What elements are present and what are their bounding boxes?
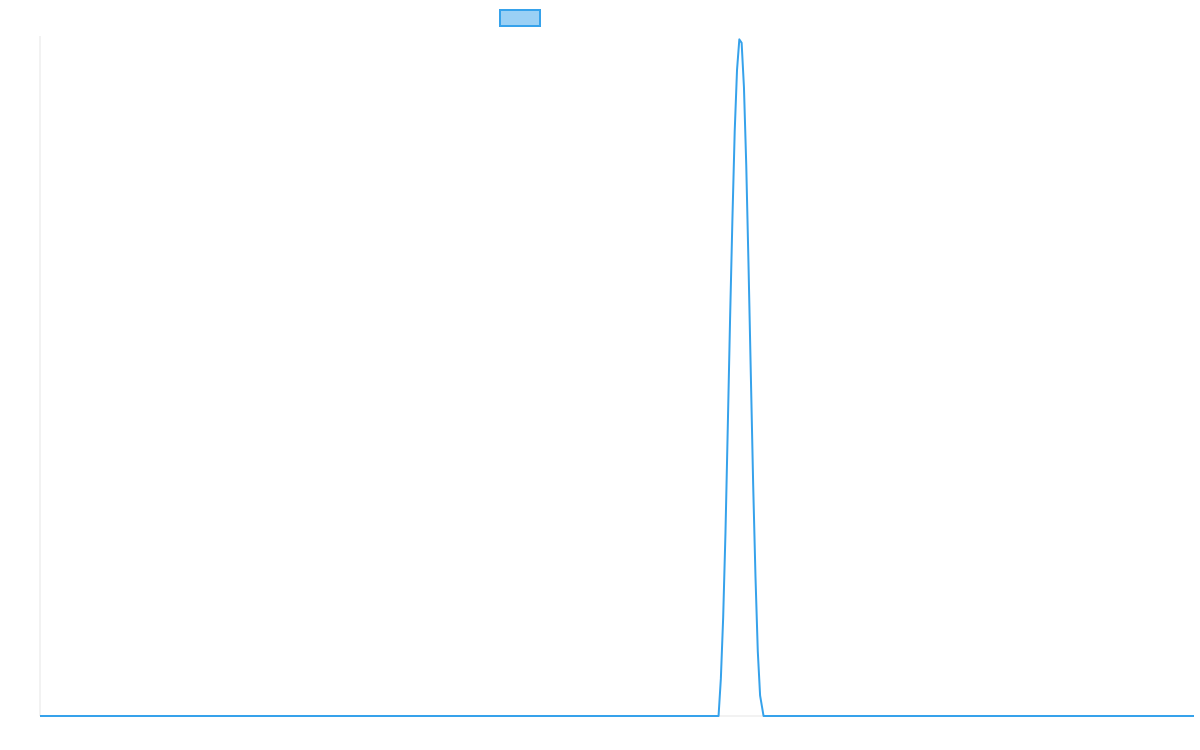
- series-group: [40, 38, 1194, 717]
- legend[interactable]: [499, 9, 541, 27]
- legend-swatch[interactable]: [499, 9, 541, 27]
- series-line-0[interactable]: [40, 38, 1194, 717]
- axes: [39, 36, 1194, 717]
